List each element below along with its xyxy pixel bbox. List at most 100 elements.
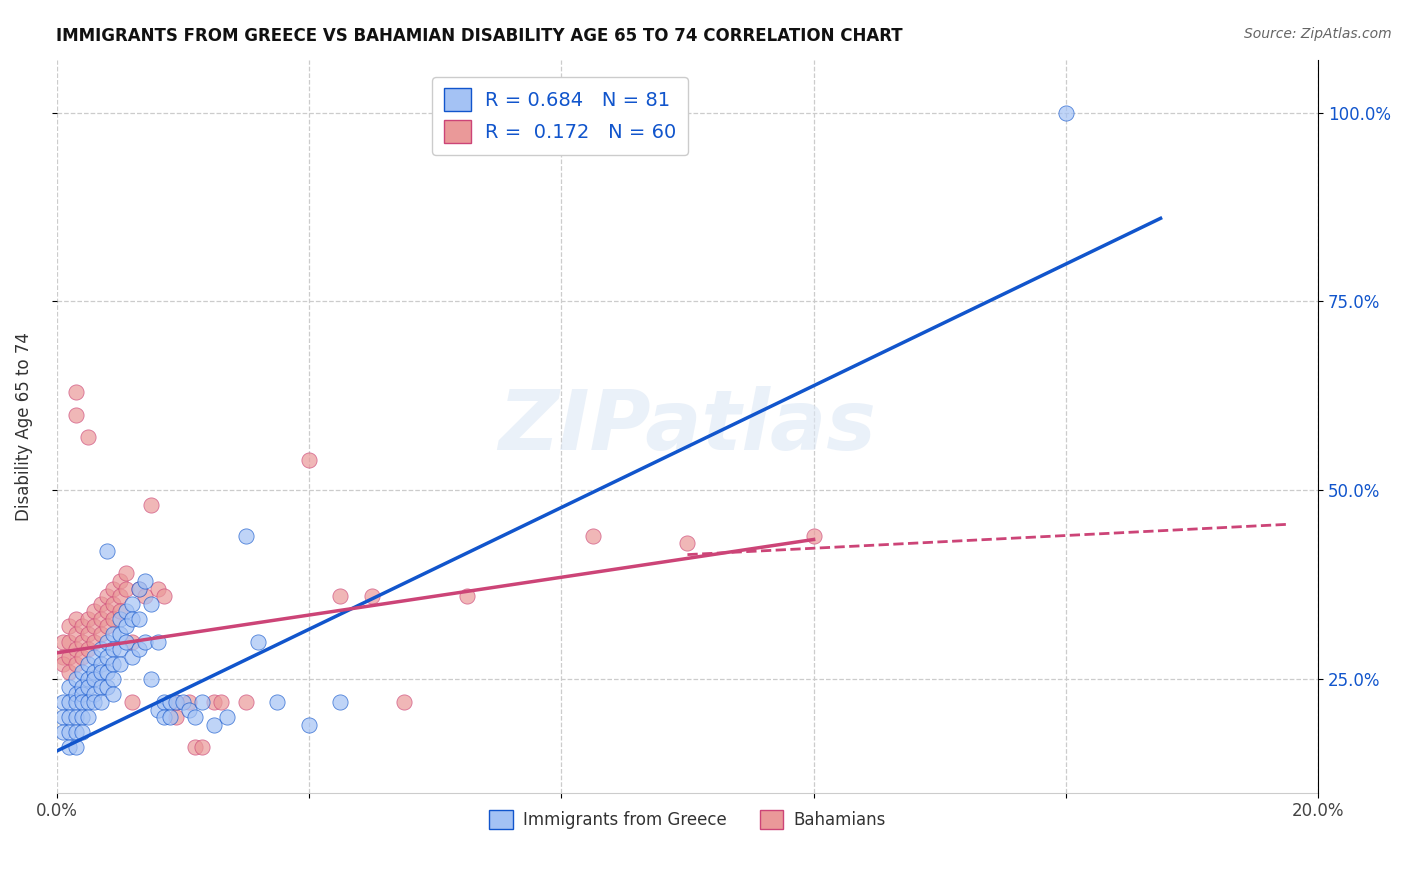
Point <box>141 673 163 687</box>
Point <box>90 612 112 626</box>
Point <box>177 702 200 716</box>
Point <box>134 634 156 648</box>
Point <box>77 657 100 672</box>
Point <box>298 717 321 731</box>
Point <box>121 597 143 611</box>
Point <box>456 589 478 603</box>
Point <box>70 687 93 701</box>
Point <box>52 710 75 724</box>
Point <box>103 687 125 701</box>
Point <box>52 649 75 664</box>
Point <box>215 710 238 724</box>
Point <box>103 627 125 641</box>
Point <box>134 589 156 603</box>
Point <box>90 642 112 657</box>
Y-axis label: Disability Age 65 to 74: Disability Age 65 to 74 <box>15 332 32 521</box>
Point <box>121 695 143 709</box>
Point <box>177 695 200 709</box>
Point <box>153 710 176 724</box>
Point <box>58 680 80 694</box>
Point <box>115 634 138 648</box>
Point <box>58 649 80 664</box>
Point <box>65 740 87 755</box>
Point <box>128 612 150 626</box>
Point <box>90 597 112 611</box>
Point <box>115 604 138 618</box>
Point <box>184 710 207 724</box>
Point <box>65 657 87 672</box>
Point <box>83 604 105 618</box>
Point <box>58 695 80 709</box>
Point <box>121 649 143 664</box>
Point <box>235 695 257 709</box>
Point <box>96 634 118 648</box>
Point <box>202 717 225 731</box>
Point <box>58 619 80 633</box>
Point <box>115 619 138 633</box>
Point <box>65 710 87 724</box>
Point <box>103 657 125 672</box>
Point <box>146 634 169 648</box>
Point <box>121 612 143 626</box>
Point <box>77 673 100 687</box>
Point <box>202 695 225 709</box>
Point <box>166 710 188 724</box>
Point <box>676 536 699 550</box>
Point <box>77 612 100 626</box>
Point <box>52 725 75 739</box>
Point <box>184 740 207 755</box>
Point <box>103 612 125 626</box>
Point <box>58 634 80 648</box>
Point <box>58 740 80 755</box>
Point <box>52 634 75 648</box>
Point <box>582 529 605 543</box>
Point <box>159 710 181 724</box>
Point <box>52 695 75 709</box>
Point <box>108 657 131 672</box>
Point <box>83 665 105 679</box>
Point <box>83 649 105 664</box>
Point <box>83 673 105 687</box>
Point <box>361 589 384 603</box>
Point <box>70 619 93 633</box>
Point <box>134 574 156 588</box>
Point <box>96 604 118 618</box>
Point <box>70 665 93 679</box>
Legend: Immigrants from Greece, Bahamians: Immigrants from Greece, Bahamians <box>482 803 893 836</box>
Point <box>153 589 176 603</box>
Point <box>58 710 80 724</box>
Point <box>77 710 100 724</box>
Point <box>90 657 112 672</box>
Point <box>190 740 212 755</box>
Point <box>70 695 93 709</box>
Point <box>77 430 100 444</box>
Point <box>329 695 352 709</box>
Point <box>77 642 100 657</box>
Point <box>77 680 100 694</box>
Point <box>58 725 80 739</box>
Point <box>115 566 138 581</box>
Point <box>70 725 93 739</box>
Point <box>103 597 125 611</box>
Point <box>70 710 93 724</box>
Text: ZIPatlas: ZIPatlas <box>499 385 876 467</box>
Point <box>108 589 131 603</box>
Point <box>141 499 163 513</box>
Point <box>65 673 87 687</box>
Point <box>103 582 125 596</box>
Point <box>153 695 176 709</box>
Point <box>96 680 118 694</box>
Point <box>190 695 212 709</box>
Point <box>83 695 105 709</box>
Point <box>96 544 118 558</box>
Point <box>96 665 118 679</box>
Point <box>298 453 321 467</box>
Point <box>141 597 163 611</box>
Point <box>65 612 87 626</box>
Point <box>58 665 80 679</box>
Point <box>329 589 352 603</box>
Point <box>103 673 125 687</box>
Point <box>128 582 150 596</box>
Point <box>77 695 100 709</box>
Point <box>65 695 87 709</box>
